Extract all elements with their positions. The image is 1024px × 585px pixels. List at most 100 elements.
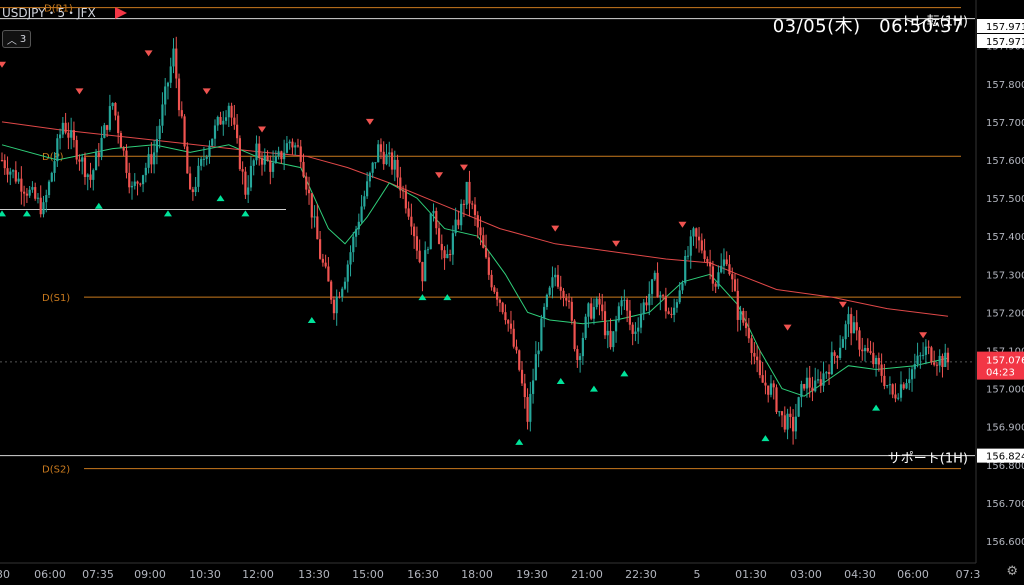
candle-body — [897, 397, 900, 399]
buy-signal-marker — [556, 377, 565, 384]
candle-body — [822, 373, 825, 386]
candle-body — [111, 102, 114, 107]
candle-body — [216, 117, 219, 126]
candle-body — [454, 219, 457, 234]
candle-body — [81, 157, 84, 162]
candle-body — [861, 349, 864, 352]
candle-body — [473, 204, 477, 216]
candle-body — [565, 298, 568, 301]
symbol-title[interactable]: USDJPY・5・JFX — [2, 6, 96, 20]
candle-body — [933, 362, 936, 365]
candle-body — [158, 125, 161, 140]
time-tick-label: 12:00 — [242, 568, 274, 581]
level-price-tag-text: 156.824 — [986, 452, 1024, 463]
candle-body — [758, 360, 762, 376]
candle-body — [388, 152, 391, 155]
candle-body — [775, 387, 778, 412]
time-tick-label: 19:30 — [516, 568, 548, 581]
sell-signal-marker — [0, 61, 6, 68]
candle-body — [188, 173, 192, 190]
candle-body — [515, 346, 518, 351]
candle-body — [462, 203, 466, 205]
candle-body — [9, 171, 12, 175]
gear-icon[interactable]: ⚙ — [1006, 564, 1018, 579]
candle-body — [482, 235, 485, 248]
candle-body — [839, 347, 842, 358]
candle-body — [338, 296, 341, 298]
candle-body — [620, 300, 623, 307]
candle-body — [366, 181, 369, 197]
candle-body — [457, 219, 460, 226]
candle-body — [833, 352, 836, 356]
price-tick-label: 157.200 — [986, 308, 1024, 319]
candle-body — [910, 369, 914, 380]
candle-body — [753, 352, 756, 357]
candle-body — [623, 299, 626, 301]
candle-body — [224, 117, 228, 121]
time-tick-label: 06:00 — [897, 568, 929, 581]
candle-body — [78, 159, 81, 162]
flag-icon[interactable] — [115, 7, 127, 19]
candle-body — [324, 262, 327, 267]
candle-body — [501, 302, 504, 313]
candle-body — [913, 364, 916, 370]
candle-body — [249, 165, 253, 188]
candle-body — [626, 299, 629, 311]
sell-signal-marker — [551, 225, 560, 232]
candle-body — [191, 189, 194, 193]
candle-body — [559, 286, 562, 291]
candle-body — [3, 160, 6, 169]
candle-body — [390, 152, 394, 170]
candle-body — [551, 277, 554, 288]
candle-body — [255, 143, 258, 161]
candle-body — [744, 322, 748, 329]
candle-body — [186, 146, 189, 174]
buy-signal-marker — [307, 317, 316, 323]
candle-body — [653, 272, 656, 280]
candle-body — [280, 151, 283, 160]
candle-body — [930, 347, 933, 363]
candle-body — [291, 141, 294, 148]
candle-body — [166, 82, 170, 87]
candle-body — [133, 181, 136, 186]
candle-body — [202, 158, 206, 160]
time-tick-label: 15:00 — [352, 568, 384, 581]
indicator-toggle-button[interactable]: ︿ 3 — [2, 30, 31, 48]
candle-body — [349, 252, 352, 265]
sell-signal-marker — [365, 118, 374, 125]
candle-body — [946, 352, 950, 363]
candle-body — [598, 298, 601, 305]
candle-body — [147, 154, 150, 168]
candle-body — [761, 375, 764, 383]
price-tick-label: 157.600 — [986, 156, 1024, 167]
candle-body — [316, 216, 319, 240]
time-tick-label: 04:30 — [844, 568, 876, 581]
candle-body — [139, 183, 142, 185]
candle-body — [697, 236, 701, 241]
candle-body — [612, 331, 615, 348]
candle-body — [58, 134, 62, 139]
buy-signal-marker — [761, 435, 770, 442]
candle-body — [360, 206, 363, 222]
candle-body — [902, 384, 905, 389]
chevron-up-icon: ︿ — [6, 35, 17, 47]
candle-body — [42, 202, 45, 215]
candle-body — [830, 352, 833, 375]
candle-body — [343, 281, 347, 289]
candle-body — [222, 120, 225, 125]
candle-body — [827, 372, 831, 375]
candle-body — [310, 193, 313, 218]
candle-body — [645, 302, 648, 306]
candle-body — [888, 384, 892, 386]
candle-body — [695, 228, 698, 237]
sell-signal-marker — [144, 50, 153, 57]
candle-body — [429, 213, 432, 250]
candle-body — [767, 385, 770, 395]
candle-body — [451, 233, 454, 255]
buy-signal-marker — [589, 385, 598, 392]
candle-body — [23, 191, 26, 194]
candle-body — [944, 352, 947, 368]
candle-body — [603, 311, 607, 336]
candle-body — [302, 161, 305, 177]
